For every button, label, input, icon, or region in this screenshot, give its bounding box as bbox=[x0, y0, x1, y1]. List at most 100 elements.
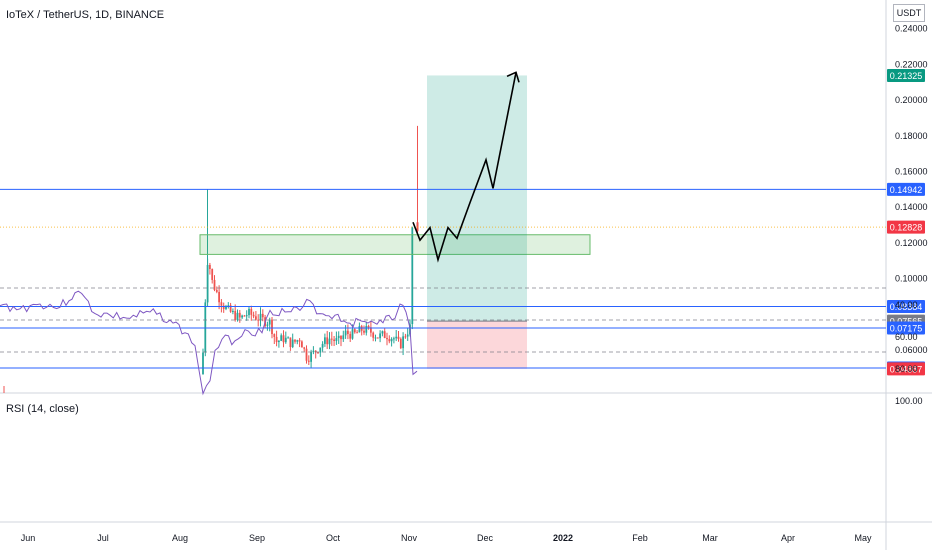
candle-body bbox=[402, 336, 404, 349]
time-axis-label: Jul bbox=[97, 533, 109, 543]
currency-selector[interactable]: USDT bbox=[893, 4, 925, 22]
candle-body bbox=[301, 341, 303, 348]
candle-body bbox=[337, 335, 340, 339]
price-tick-label: 0.22000 bbox=[895, 59, 928, 69]
time-axis-label: Mar bbox=[702, 533, 718, 543]
candle-body bbox=[353, 329, 356, 333]
candle-body bbox=[204, 302, 207, 353]
price-badge-label: 0.04887 bbox=[890, 364, 923, 374]
candle-body bbox=[363, 330, 365, 333]
candle-body bbox=[399, 338, 402, 349]
projection-arrow-head bbox=[506, 71, 520, 83]
candle-body bbox=[347, 330, 349, 334]
candle-body bbox=[268, 319, 271, 325]
candle-body bbox=[289, 337, 292, 348]
position-stop-zone bbox=[427, 321, 527, 369]
candle-body bbox=[356, 332, 358, 334]
support-zone bbox=[199, 234, 591, 255]
candle-body bbox=[370, 327, 372, 333]
candle-body bbox=[294, 339, 296, 342]
price-tick-label: 0.24000 bbox=[895, 24, 928, 34]
candle-body bbox=[383, 331, 386, 338]
candle-body bbox=[284, 337, 287, 343]
candle-body bbox=[232, 310, 234, 312]
time-axis-label: May bbox=[854, 533, 872, 543]
candle-body bbox=[280, 335, 283, 341]
drawings-layer bbox=[0, 71, 886, 369]
candle-body bbox=[376, 337, 379, 339]
candle-body bbox=[310, 352, 312, 362]
candle-body bbox=[266, 324, 269, 326]
price-badge-label: 0.21325 bbox=[890, 71, 923, 81]
candle-body bbox=[388, 339, 391, 342]
price-badge bbox=[887, 362, 925, 376]
price-tick-label: 0.16000 bbox=[895, 167, 928, 177]
candle-body bbox=[406, 334, 409, 337]
candle-body bbox=[328, 338, 331, 345]
rsi-tick-label: 80.00 bbox=[895, 364, 918, 374]
candle-body bbox=[248, 308, 250, 316]
candle-body bbox=[236, 312, 239, 320]
candle-body bbox=[340, 335, 342, 340]
candles-layer bbox=[3, 125, 419, 393]
candle-body bbox=[245, 315, 248, 317]
price-badge-label: 0.07175 bbox=[890, 324, 923, 334]
candle-body bbox=[349, 333, 352, 339]
price-tick-label: 0.20000 bbox=[895, 95, 928, 105]
candle-body bbox=[273, 334, 276, 337]
candle-body bbox=[243, 315, 246, 317]
candle-body bbox=[319, 347, 322, 353]
candle-body bbox=[317, 352, 319, 354]
candle-body bbox=[220, 302, 223, 306]
time-axis-label: Aug bbox=[172, 533, 188, 543]
candle-body bbox=[397, 336, 400, 339]
candle-body bbox=[330, 338, 333, 340]
time-axis-label: Feb bbox=[632, 533, 648, 543]
rsi-title: RSI (14, close) bbox=[6, 403, 79, 415]
time-axis-label: Dec bbox=[477, 533, 494, 543]
candle-body bbox=[225, 306, 227, 309]
rsi-layer: 100.00 80.00 60.00 40.00 bbox=[0, 287, 923, 406]
price-tick-label: 0.18000 bbox=[895, 131, 928, 141]
candle-body bbox=[261, 313, 264, 318]
rsi-tick-label: 40.00 bbox=[895, 300, 918, 310]
candle-body bbox=[202, 352, 204, 374]
candle-body bbox=[314, 350, 317, 353]
time-axis-label: Jun bbox=[21, 533, 36, 543]
candle-body bbox=[257, 319, 260, 321]
candle-body bbox=[381, 331, 384, 334]
candle-body bbox=[390, 338, 393, 342]
candle-body bbox=[278, 340, 280, 343]
chart-title: IoTeX / TetherUS, 1D, BINANCE bbox=[6, 9, 165, 21]
candle-body bbox=[211, 269, 214, 280]
time-axis-label: 2022 bbox=[553, 533, 573, 543]
time-axis-label: Sep bbox=[249, 533, 265, 543]
price-badge bbox=[887, 68, 925, 82]
price-badge-label: 0.08384 bbox=[890, 302, 923, 312]
price-tick-label: 0.14000 bbox=[895, 202, 928, 212]
candle-body bbox=[411, 227, 414, 325]
candle-body bbox=[298, 340, 301, 342]
candle-body bbox=[241, 315, 243, 318]
candle-body bbox=[222, 305, 225, 309]
candle-body bbox=[326, 337, 329, 345]
candle-body bbox=[351, 329, 354, 339]
projection-path bbox=[412, 72, 517, 263]
candle-body bbox=[342, 335, 345, 340]
candle-body bbox=[358, 326, 361, 333]
rsi-tick-label: 100.00 bbox=[895, 396, 923, 406]
candle-body bbox=[215, 289, 218, 292]
candle-body bbox=[291, 339, 294, 348]
position-target-zone bbox=[427, 75, 527, 322]
candle-body bbox=[303, 347, 306, 349]
candle-body bbox=[250, 308, 253, 315]
time-axis-label: Nov bbox=[401, 533, 418, 543]
candle-body bbox=[374, 337, 377, 339]
candle-body bbox=[335, 338, 338, 342]
candle-body bbox=[229, 305, 232, 312]
candle-body bbox=[305, 348, 308, 361]
candle-body bbox=[259, 313, 262, 321]
price-tick-label: 0.10000 bbox=[895, 274, 928, 284]
candle-body bbox=[275, 336, 278, 343]
